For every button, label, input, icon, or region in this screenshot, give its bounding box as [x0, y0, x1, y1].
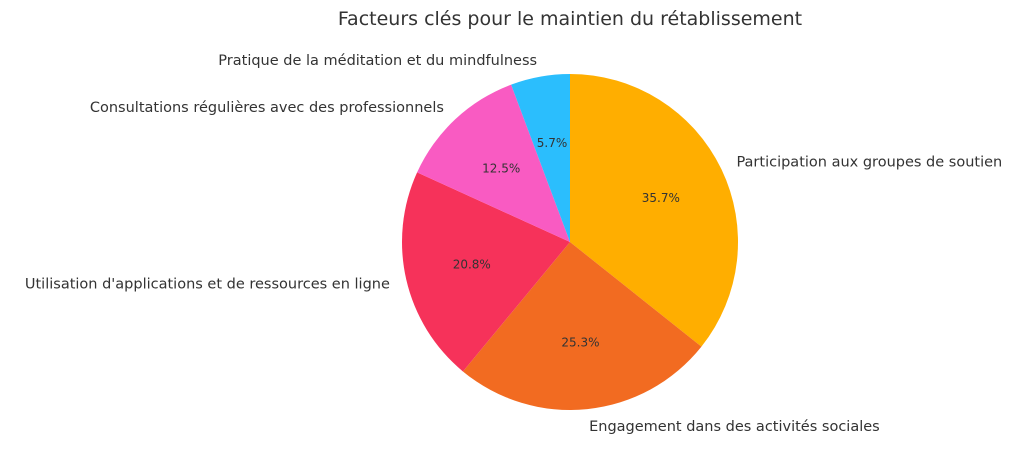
slice-labels: Participation aux groupes de soutien Enga… — [25, 53, 1002, 435]
slice-label-2: Engagement dans des activités sociales — [589, 419, 880, 435]
percent-label-2: 25.3% — [561, 335, 599, 349]
pie-slice-3 — [402, 172, 570, 372]
percent-label-5: 5.7% — [537, 136, 568, 150]
pie-slice-4 — [417, 84, 570, 242]
percent-label-4: 12.5% — [482, 161, 520, 175]
slice-label-4: Consultations régulières avec des profes… — [90, 100, 444, 116]
slice-label-3: Utilisation d'applications et de ressour… — [25, 276, 390, 292]
chart-title: Facteurs clés pour le maintien du rétabl… — [338, 8, 802, 30]
slice-label-1: Participation aux groupes de soutien — [736, 155, 1002, 171]
percent-label-3: 20.8% — [453, 258, 491, 272]
pie-slice-1 — [570, 74, 739, 347]
percent-label-1: 35.7% — [642, 191, 680, 205]
slice-label-5: Pratique de la méditation et du mindfuln… — [218, 53, 537, 69]
pie-slices — [402, 74, 739, 411]
pie-slice-2 — [462, 242, 702, 411]
pie-slice-5 — [511, 74, 570, 242]
percent-labels: 35.7% 25.3% 20.8% 12.5% 5.7% — [453, 136, 680, 349]
